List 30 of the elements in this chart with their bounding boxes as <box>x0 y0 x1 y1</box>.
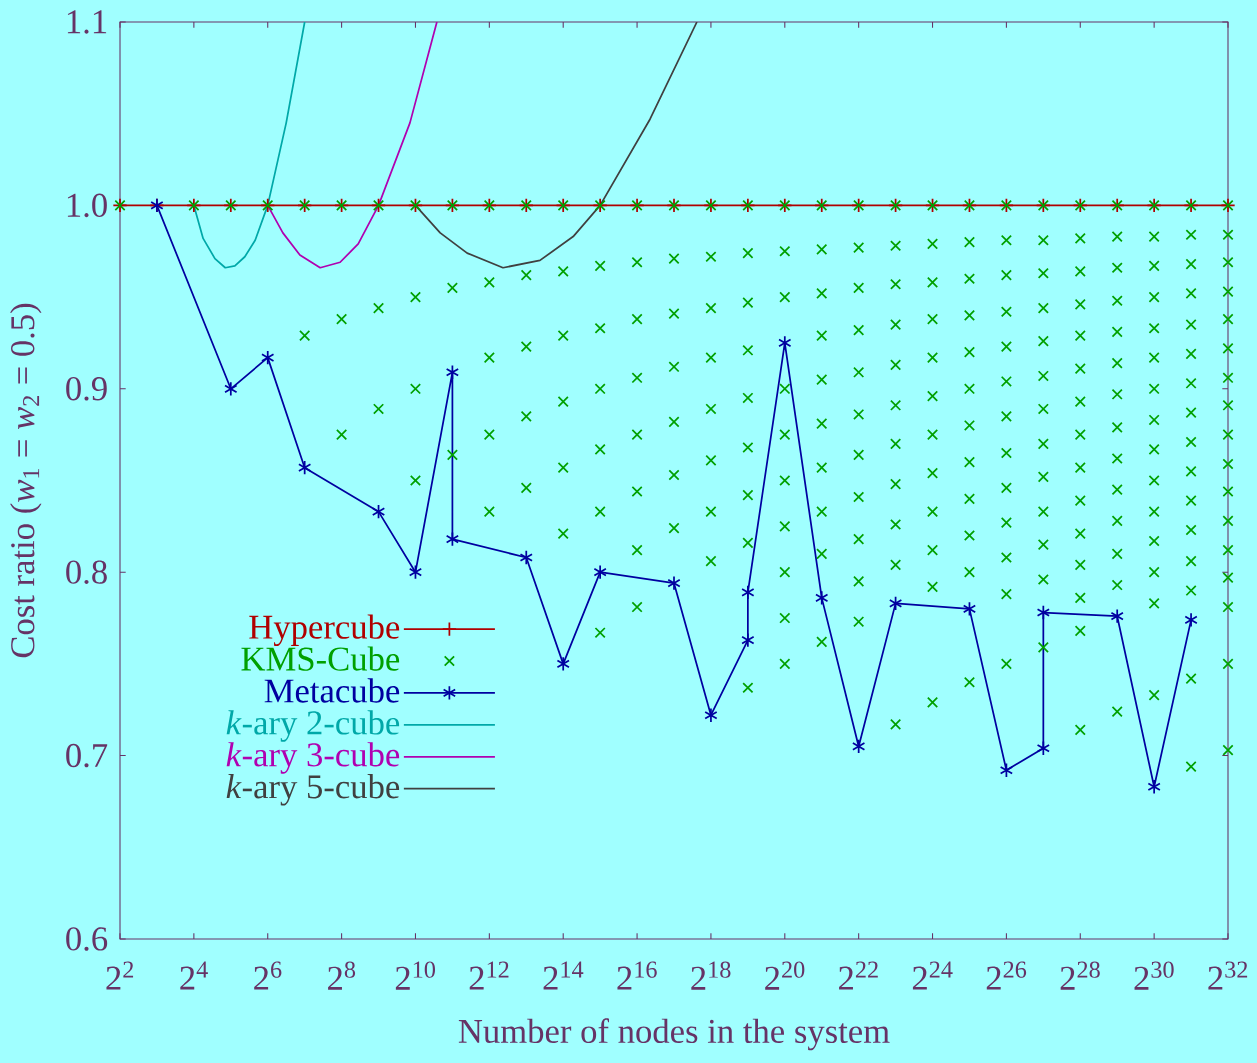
x-tick-label: 2$^{18}$ <box>691 961 731 990</box>
x-tick-label: 2$^{8}$ <box>328 961 356 990</box>
legend-label: k-ary 3-cube <box>226 742 400 774</box>
x-tick-label: 2$^{22}$ <box>839 961 878 990</box>
legend-label: k-ary 5-cube <box>226 774 400 806</box>
y-tick-label: 0.7 <box>66 743 108 768</box>
y-axis-title: Cost ratio (w$_{1}$ = w$_{2}$ = 0.5) <box>10 303 42 658</box>
x-tick-label: 2$^{16}$ <box>617 961 657 990</box>
x-tick-label: 2$^{6}$ <box>254 961 282 990</box>
x-tick-label: 2$^{26}$ <box>986 961 1027 990</box>
y-tick-label: 0.9 <box>66 377 107 401</box>
x-tick-label: 2$^{32}$ <box>1208 961 1248 990</box>
x-axis-title: Number of nodes in the system <box>458 1018 890 1051</box>
y-tick-label: 0.6 <box>66 927 108 951</box>
y-tick-label: 1.0 <box>67 193 107 218</box>
legend-label: Hypercube <box>249 614 400 647</box>
x-tick-label: 2$^{4}$ <box>180 961 208 990</box>
legend-label: Metacube <box>264 678 400 703</box>
x-tick-label: 2$^{14}$ <box>543 961 584 990</box>
x-tick-label: 2$^{20}$ <box>765 961 805 990</box>
x-tick-label: 2$^{28}$ <box>1060 961 1100 990</box>
x-tick-label: 2$^{10}$ <box>395 961 436 990</box>
y-tick-label: 0.8 <box>66 560 107 584</box>
x-tick-label: 2$^{24}$ <box>912 961 953 990</box>
x-tick-label: 2$^{30}$ <box>1134 961 1174 990</box>
y-tick-label: 1.1 <box>67 10 107 34</box>
x-tick-label: 2$^{2}$ <box>106 961 134 990</box>
legend-label: k-ary 2-cube <box>226 710 400 742</box>
x-tick-label: 2$^{12}$ <box>469 961 509 990</box>
legend-label: KMS-Cube <box>241 646 400 671</box>
